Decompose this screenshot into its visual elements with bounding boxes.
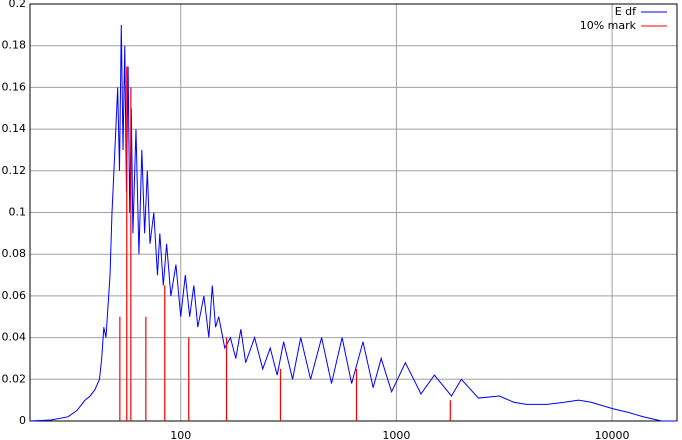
plot-frame bbox=[29, 3, 678, 422]
x-tick-label: 1000 bbox=[382, 429, 410, 440]
x-tick-label: 100 bbox=[170, 429, 191, 440]
y-tick-label: 0.04 bbox=[2, 331, 27, 344]
y-tick-label: 0.1 bbox=[9, 206, 27, 219]
legend-label: 10% mark bbox=[580, 19, 637, 32]
y-tick-label: 0.2 bbox=[9, 0, 27, 10]
y-tick-label: 0.08 bbox=[2, 247, 27, 260]
data-line bbox=[29, 24, 677, 422]
y-tick-label: 0.14 bbox=[2, 122, 27, 135]
y-tick-label: 0.12 bbox=[2, 164, 27, 177]
legend-label: E df bbox=[615, 5, 637, 18]
y-tick-label: 0 bbox=[19, 414, 26, 427]
y-tick-label: 0.06 bbox=[2, 289, 27, 302]
y-tick-label: 0.18 bbox=[2, 39, 27, 52]
y-tick-label: 0.16 bbox=[2, 80, 27, 93]
x-tick-label: 10000 bbox=[595, 429, 630, 440]
y-tick-label: 0.02 bbox=[2, 372, 27, 385]
